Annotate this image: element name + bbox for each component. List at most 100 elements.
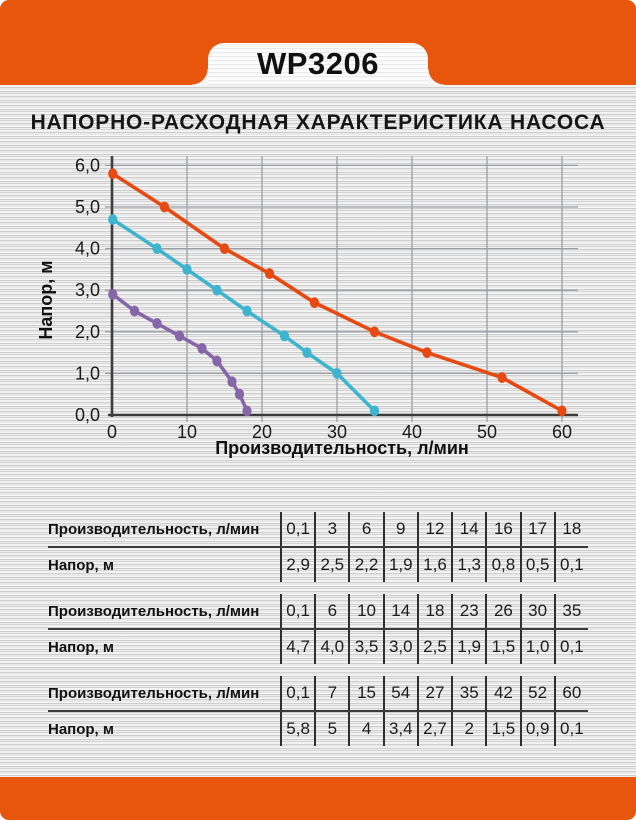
row-label: Напор, м [48, 638, 114, 656]
curve-cyan-point [332, 368, 342, 379]
table-cell: 2,5 [314, 548, 348, 582]
curve-purple-point [242, 405, 252, 417]
table-cell: 1,5 [485, 712, 519, 746]
curve-orange-point [309, 297, 320, 309]
table-cell: 5,8 [280, 712, 314, 746]
table-row: Напор, м 5,8 5 4 3,4 2,7 2 1,5 0,9 0,1 [48, 712, 588, 746]
table-cell: 42 [485, 676, 519, 710]
curve-cyan-point [279, 330, 290, 342]
data-table-2: Производительность, л/мин 0,1 6 10 14 18 23 26 3… [48, 594, 588, 664]
tab-fillet-right [428, 69, 444, 85]
table-row: Производительность, л/мин 0,1 6 10 14 18 23 26 3… [48, 594, 588, 630]
table-cell: 3 [314, 512, 348, 546]
table-cell: 1,3 [451, 548, 485, 582]
curve-purple-point [174, 330, 185, 342]
curve-purple-point [227, 376, 237, 388]
table-cell: 1,5 [485, 630, 519, 664]
table-cell: 10 [348, 594, 382, 628]
table-cell: 6 [348, 512, 382, 546]
y-tick-label: 3,0 [75, 280, 100, 300]
table-cell: 2,9 [280, 548, 314, 582]
x-tick-label: 10 [177, 422, 197, 442]
table-cell: 0,8 [485, 548, 519, 582]
row-label: Производительность, л/мин [48, 602, 260, 620]
table-cell: 0,9 [519, 712, 554, 746]
curve-purple-point [152, 318, 162, 329]
y-tick-label: 5,0 [75, 197, 100, 217]
table-cell: 17 [519, 512, 554, 546]
curve-cyan-point [369, 405, 380, 417]
x-tick-label: 0 [107, 422, 117, 442]
y-axis-label: Напор, м [36, 260, 56, 339]
curve-cyan-point [108, 214, 118, 225]
curve-cyan-point [302, 347, 312, 358]
table-cell: 3,5 [348, 630, 382, 664]
curve-orange-point [264, 268, 275, 279]
table-cell: 60 [553, 676, 588, 710]
table-cell: 16 [485, 512, 519, 546]
y-tick-label: 6,0 [75, 155, 100, 175]
table-cell: 2,2 [348, 548, 382, 582]
table-row: Производительность, л/мин 0,1 3 6 9 12 14 16 17 1… [48, 512, 588, 548]
table-cell: 14 [451, 512, 485, 546]
table-cell: 12 [416, 512, 451, 546]
table-cell: 1,6 [416, 548, 451, 582]
table-cell: 52 [519, 676, 554, 710]
curve-cyan-point [212, 284, 222, 296]
curve-orange-point [159, 201, 170, 213]
table-cell: 3,4 [382, 712, 417, 746]
table-cell: 7 [314, 676, 348, 710]
curve-purple-point [108, 288, 118, 300]
model-tab: WP3206 [208, 43, 428, 85]
table-cell: 2,5 [416, 630, 451, 664]
curve-orange-point [369, 326, 380, 338]
table-cell: 0,1 [553, 630, 588, 664]
curve-purple-point [197, 343, 207, 354]
data-table-1: Производительность, л/мин 0,1 3 6 9 12 14 16 17 1… [48, 512, 588, 582]
curve-orange-point [219, 243, 230, 254]
data-table-3: Производительность, л/мин 0,1 7 15 54 27 35 42 5… [48, 676, 588, 746]
table-cell: 4,7 [280, 630, 314, 664]
table-cell: 0,1 [280, 676, 314, 710]
table-cell: 0,5 [519, 548, 554, 582]
table-cell: 0,1 [553, 548, 588, 582]
x-tick-label: 40 [402, 422, 422, 442]
table-cell: 18 [416, 594, 451, 628]
table-cell: 0,1 [280, 594, 314, 628]
x-tick-label: 50 [477, 422, 497, 442]
curve-cyan-point [152, 243, 162, 254]
curve-purple-point [212, 355, 222, 367]
table-cell: 27 [416, 676, 451, 710]
row-label: Производительность, л/мин [48, 520, 260, 538]
table-cell: 54 [382, 676, 417, 710]
table-cell: 35 [553, 594, 588, 628]
curve-cyan-point [242, 305, 252, 317]
y-tick-label: 2,0 [75, 322, 100, 342]
y-tick-label: 4,0 [75, 239, 100, 259]
table-cell: 15 [348, 676, 382, 710]
tables: Производительность, л/мин 0,1 3 6 9 12 14 16 17 1… [48, 512, 588, 758]
table-cell: 35 [451, 676, 485, 710]
row-label: Производительность, л/мин [48, 684, 260, 702]
x-axis-label: Производительность, л/мин [215, 438, 469, 458]
table-cell: 0,1 [280, 512, 314, 546]
table-cell: 1,9 [451, 630, 485, 664]
curve-orange-point [497, 372, 507, 383]
table-cell: 4,0 [314, 630, 348, 664]
x-tick-label: 60 [552, 422, 572, 442]
table-row: Напор, м 4,7 4,0 3,5 3,0 2,5 1,9 1,5 1,0 0,1 [48, 630, 588, 664]
chart-title: НАПОРНО-РАСХОДНАЯ ХАРАКТЕРИСТИКА НАСОСА [30, 111, 606, 134]
curve-purple-point [234, 388, 245, 400]
curve-cyan-point [182, 264, 192, 275]
table-row: Напор, м 2,9 2,5 2,2 1,9 1,6 1,3 0,8 0,5 0,1 [48, 548, 588, 582]
table-cell: 3,0 [382, 630, 417, 664]
table-cell: 2 [451, 712, 485, 746]
tab-fillet-left [192, 69, 208, 85]
table-cell: 1,0 [519, 630, 554, 664]
table-cell: 23 [451, 594, 485, 628]
row-label: Напор, м [48, 556, 114, 574]
table-cell: 26 [485, 594, 519, 628]
curve-orange-point [422, 347, 432, 358]
x-tick-label: 20 [252, 422, 272, 442]
